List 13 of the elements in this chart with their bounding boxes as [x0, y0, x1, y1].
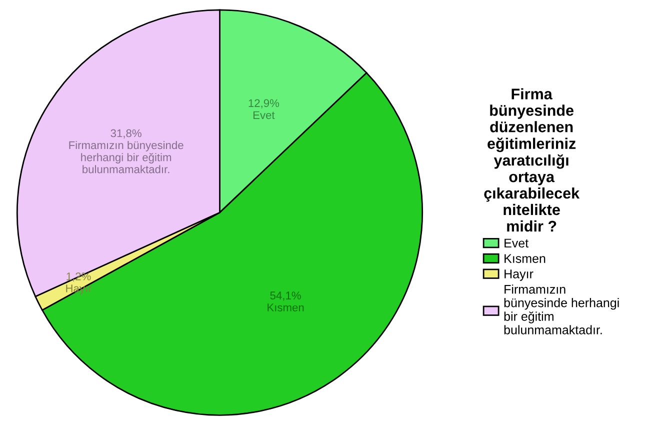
data-label: 12,9% [248, 99, 280, 108]
slice-label: Evet [253, 111, 275, 120]
slice-label: Kısmen [268, 304, 304, 312]
slice-label: Firmamızın bünyesinde herhangi bir eğitim bulunmamaktadır. [69, 140, 184, 174]
legend-label: Firmamızın bünyesinde herhangi bir eğitim bulunmamaktadır. [504, 284, 619, 334]
slice-label: Hayır [66, 284, 92, 295]
data-label: 1,2% [66, 272, 91, 282]
legend-label: Hayır [504, 270, 534, 281]
legend-label: Evet [504, 238, 528, 248]
data-label: 54,1% [270, 292, 301, 301]
legend-label: Kısmen [504, 254, 546, 263]
chart-title: Firma bünyesinde düzenlenen eğitimleriniz yaratıcılığı ortaya çıkarabilecek nitelikte midir ? [484, 88, 580, 232]
data-label: 31,8% [110, 129, 142, 138]
